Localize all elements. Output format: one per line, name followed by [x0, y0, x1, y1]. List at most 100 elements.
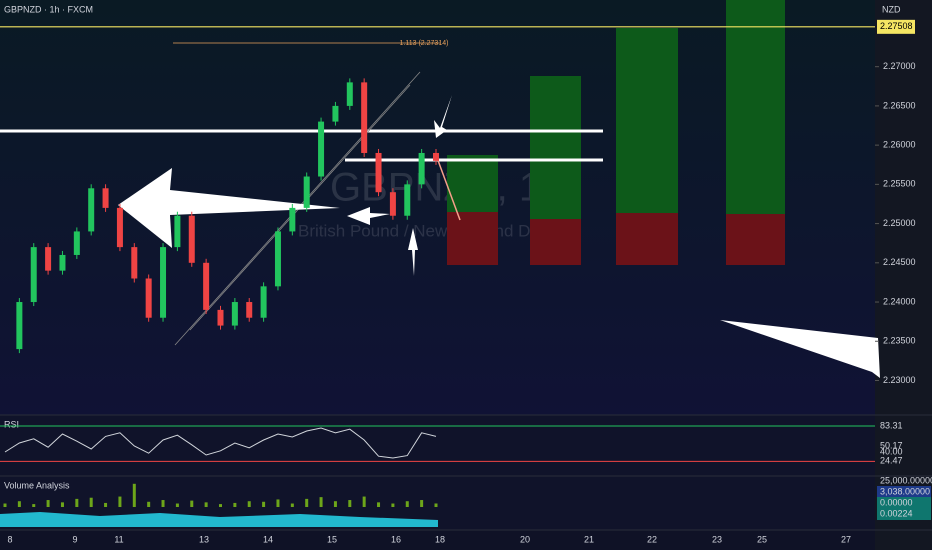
volume-bar [75, 498, 79, 507]
volume-bar [118, 496, 122, 507]
volume-tag [877, 508, 931, 520]
x-tick-label: 9 [72, 534, 77, 544]
candle-body [145, 278, 152, 318]
volume-bar [147, 501, 151, 507]
x-tick-label: 16 [391, 534, 401, 544]
volume-bar [319, 497, 323, 507]
volume-area [0, 512, 438, 527]
arrows [118, 95, 880, 378]
volume-bar [219, 504, 222, 507]
watermark-title: GBPNZD, 1h [330, 166, 563, 210]
candle-body [160, 247, 167, 318]
candle-body [217, 309, 224, 326]
symbol-label: GBPNZD · 1h · FXCM [4, 4, 93, 14]
price-level-label: 2.27508 [880, 21, 913, 31]
volume-bar [405, 501, 409, 507]
candle-body [174, 215, 181, 248]
x-tick-label: 20 [520, 534, 530, 544]
candle-body [203, 262, 210, 310]
volume-bar [247, 501, 251, 507]
x-tick-label: 8 [7, 534, 12, 544]
volume-title: Volume Analysis [4, 480, 70, 490]
x-tick-label: 23 [712, 534, 722, 544]
candle-body [404, 184, 411, 216]
indicator-panes [0, 415, 875, 530]
x-tick-label: 14 [263, 534, 273, 544]
x-tick-label: 11 [114, 534, 123, 544]
volume-bar [89, 497, 93, 507]
candle-body [375, 152, 382, 193]
volume-bar [46, 500, 50, 507]
candle-body [346, 82, 353, 106]
rsi-line [4, 427, 437, 459]
candle-body [274, 231, 281, 287]
x-tick-label: 25 [757, 534, 767, 544]
x-tick-label: 13 [199, 534, 209, 544]
volume-bar [262, 501, 266, 507]
x-tick-label: 21 [584, 534, 594, 544]
candle-body [116, 207, 123, 248]
x-tick-label: 22 [647, 534, 657, 544]
rsi-level-label: 24.47 [880, 456, 903, 466]
volume-label: 3,038.00000 [880, 486, 930, 496]
price-tick-label: 2.23000 [883, 375, 916, 385]
volume-bar [348, 500, 352, 507]
candle-body [102, 188, 109, 208]
volume-bar [377, 502, 381, 507]
candle-body [289, 207, 296, 232]
candle-body [131, 247, 138, 279]
candle-body [73, 231, 80, 255]
volume-bar [32, 504, 36, 507]
volume-bar [362, 496, 366, 507]
volume-label: 25,000.00000 [880, 475, 932, 485]
volume-bar [276, 499, 280, 507]
rsi-level-label: 83.31 [880, 420, 903, 430]
price-level-tag [877, 19, 915, 34]
rsi-level-label: 50.17 [880, 440, 903, 450]
price-tick-label: 2.23500 [883, 336, 916, 346]
volume-bar [3, 503, 7, 507]
candle-body [433, 152, 439, 161]
candle-body [332, 105, 339, 122]
price-tick-label: 2.25500 [883, 179, 916, 189]
volume-bar [420, 500, 424, 507]
volume-bar [333, 501, 337, 507]
candle-body [231, 302, 238, 326]
fib-label: 1.113 (2.27314) [400, 40, 449, 47]
rsi-level-label: 40.00 [880, 446, 903, 456]
volume-bar [175, 503, 179, 507]
volume-bar [305, 498, 309, 507]
position-boxes [447, 0, 785, 265]
price-tick-label: 2.25000 [883, 218, 916, 228]
watermark-subtitle: British Pound / New Zealand Dollar [298, 221, 563, 240]
candle-body [59, 254, 66, 271]
volume-bar [204, 502, 208, 507]
volume-label: 0.00224 [880, 508, 913, 518]
candle-body [16, 302, 23, 350]
candle-body [30, 247, 37, 303]
candle-body [45, 247, 52, 271]
volume-bar [17, 501, 21, 507]
projection-line [435, 154, 461, 221]
candle-body [418, 152, 425, 185]
volume-bar [434, 503, 438, 507]
volume-bar [290, 503, 294, 507]
price-axis [875, 0, 932, 550]
candle-body [246, 302, 253, 318]
candle-body [88, 188, 95, 232]
x-tick-label: 27 [841, 534, 851, 544]
volume-bar [190, 500, 194, 507]
x-tick-label: 15 [327, 534, 337, 544]
volume-tag [877, 486, 931, 498]
rsi-title: RSI [4, 419, 19, 429]
volume-bar [104, 502, 108, 507]
volume-bar [391, 503, 395, 507]
candle-body [303, 176, 310, 208]
price-tick-label: 2.24500 [883, 257, 916, 267]
price-tick-label: 2.24000 [883, 296, 916, 306]
price-tick-label: 2.26500 [883, 100, 916, 110]
volume-tag [877, 497, 931, 509]
price-tick-label: 2.27000 [883, 61, 916, 71]
volume-bar [132, 483, 136, 507]
